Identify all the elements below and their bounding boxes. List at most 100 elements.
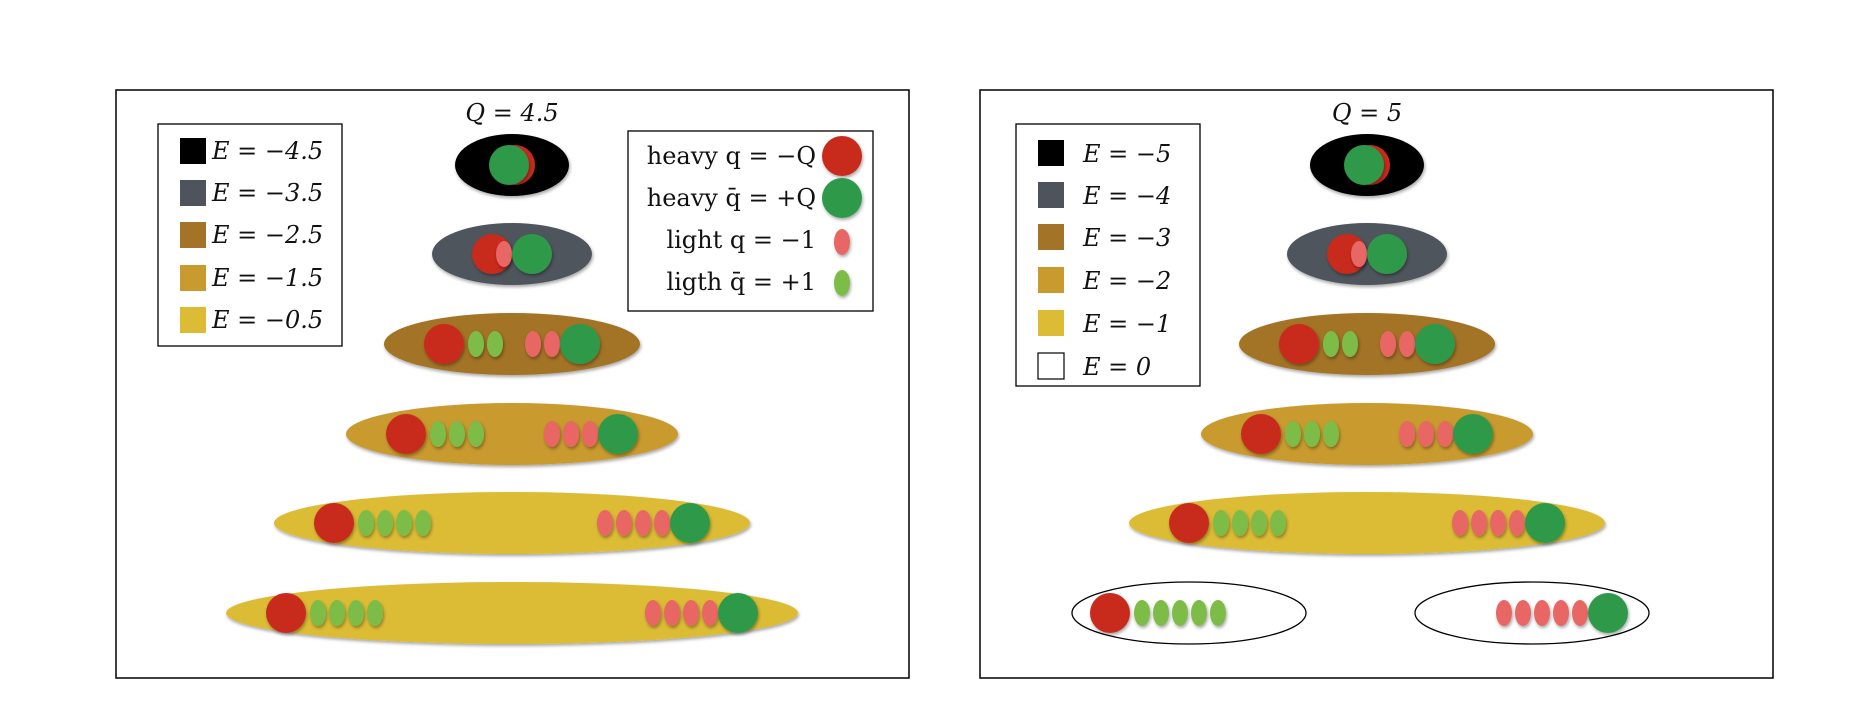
light-antiquark [415, 510, 431, 536]
light-antiquark [1210, 600, 1226, 626]
heavy-quark [314, 503, 354, 543]
legend-swatch [1038, 182, 1064, 208]
light-antiquark [1153, 600, 1169, 626]
light-quark [1509, 510, 1525, 536]
heavy-quark-icon [822, 136, 862, 176]
light-quark [525, 331, 541, 357]
light-quark [1418, 421, 1434, 447]
light-quark [1399, 331, 1415, 357]
bound-state [384, 313, 640, 375]
light-antiquark [310, 600, 326, 626]
legend-swatch [180, 138, 206, 164]
legend-label: E = −3.5 [211, 179, 323, 207]
legend-swatch [1038, 224, 1064, 250]
light-antiquark [1342, 331, 1358, 357]
legend-swatch [1037, 352, 1065, 380]
light-antiquark [1172, 600, 1188, 626]
legend-swatch [1038, 310, 1064, 336]
legend-label: E = −1.5 [211, 264, 323, 292]
heavy-antiquark [1588, 593, 1628, 633]
legend-label: E = −0.5 [211, 306, 323, 334]
light-quark [702, 600, 718, 626]
bound-states-left [226, 134, 798, 644]
light-antiquark [1251, 510, 1267, 536]
heavy-quark [1279, 324, 1319, 364]
particle-legend: heavy q = −Q heavy q̄ = +Q light q = −1 … [627, 130, 874, 312]
light-antiquark [1323, 331, 1339, 357]
bound-state [432, 223, 592, 285]
bound-state [346, 403, 678, 465]
heavy-antiquark [670, 503, 710, 543]
legend-label: E = −3 [1082, 224, 1171, 252]
heavy-antiquark [1367, 234, 1407, 274]
bound-state [1239, 313, 1495, 375]
particle-legend-label: heavy q̄ = +Q [647, 184, 816, 212]
light-quark [597, 510, 613, 536]
light-quark [544, 331, 560, 357]
particle-legend-label: ligth q̄ = +1 [666, 268, 816, 296]
legend-label: E = −5 [1082, 140, 1171, 168]
legend-swatch [180, 222, 206, 248]
heavy-quark [424, 324, 464, 364]
light-quark [1515, 600, 1531, 626]
light-antiquark [367, 600, 383, 626]
legend-label: E = 0 [1082, 353, 1151, 381]
light-quark [1553, 600, 1569, 626]
light-antiquark [1232, 510, 1248, 536]
bound-state [274, 492, 750, 554]
heavy-quark [1241, 414, 1281, 454]
bound-state-ellipse [226, 582, 798, 644]
legend-swatch [1038, 140, 1064, 166]
light-antiquark [377, 510, 393, 536]
heavy-antiquark [1415, 324, 1455, 364]
light-antiquark [468, 421, 484, 447]
legend-label: E = −2.5 [211, 221, 323, 249]
light-quark [1380, 331, 1396, 357]
light-antiquark [468, 331, 484, 357]
light-quark-icon [834, 229, 850, 255]
light-antiquark [1134, 600, 1150, 626]
heavy-quark [1090, 593, 1130, 633]
heavy-antiquark [598, 414, 638, 454]
bound-state-ellipse [1201, 403, 1533, 465]
light-quark [1452, 510, 1468, 536]
hadron-ellipse [1071, 581, 1307, 645]
heavy-antiquark [718, 593, 758, 633]
legend-swatch [180, 265, 206, 291]
light-quark [1496, 600, 1512, 626]
heavy-antiquark [1453, 414, 1493, 454]
light-antiquark [396, 510, 412, 536]
light-antiquark [1191, 600, 1207, 626]
bound-state-ellipse [346, 403, 678, 465]
light-quark [1534, 600, 1550, 626]
panel-left-frame [115, 89, 910, 679]
legend-label: E = −4.5 [211, 137, 323, 165]
light-quark [1399, 421, 1415, 447]
bound-state [226, 582, 798, 644]
light-antiquark [348, 600, 364, 626]
legend-swatch [180, 307, 206, 333]
light-quark [1471, 510, 1487, 536]
heavy-quark [1169, 503, 1209, 543]
bound-state [1201, 403, 1533, 465]
light-quark [683, 600, 699, 626]
bound-state [1071, 581, 1650, 645]
particle-legend-label: light q = −1 [666, 226, 816, 254]
light-antiquark [487, 331, 503, 357]
bound-state [455, 134, 569, 196]
hadron-ellipse [1414, 581, 1650, 645]
heavy-antiquark [1344, 145, 1384, 185]
light-antiquark [1213, 510, 1229, 536]
light-quark [496, 241, 512, 267]
light-antiquark [358, 510, 374, 536]
panel-right-title: Q = 5 [1332, 99, 1402, 127]
bound-states-right [1071, 134, 1650, 645]
light-quark [654, 510, 670, 536]
bound-state-ellipse [274, 492, 750, 554]
heavy-antiquark [560, 324, 600, 364]
bound-state-ellipse [384, 313, 640, 375]
legend-swatch [180, 180, 206, 206]
heavy-antiquark-icon [822, 178, 862, 218]
bound-state-ellipse [1239, 313, 1495, 375]
